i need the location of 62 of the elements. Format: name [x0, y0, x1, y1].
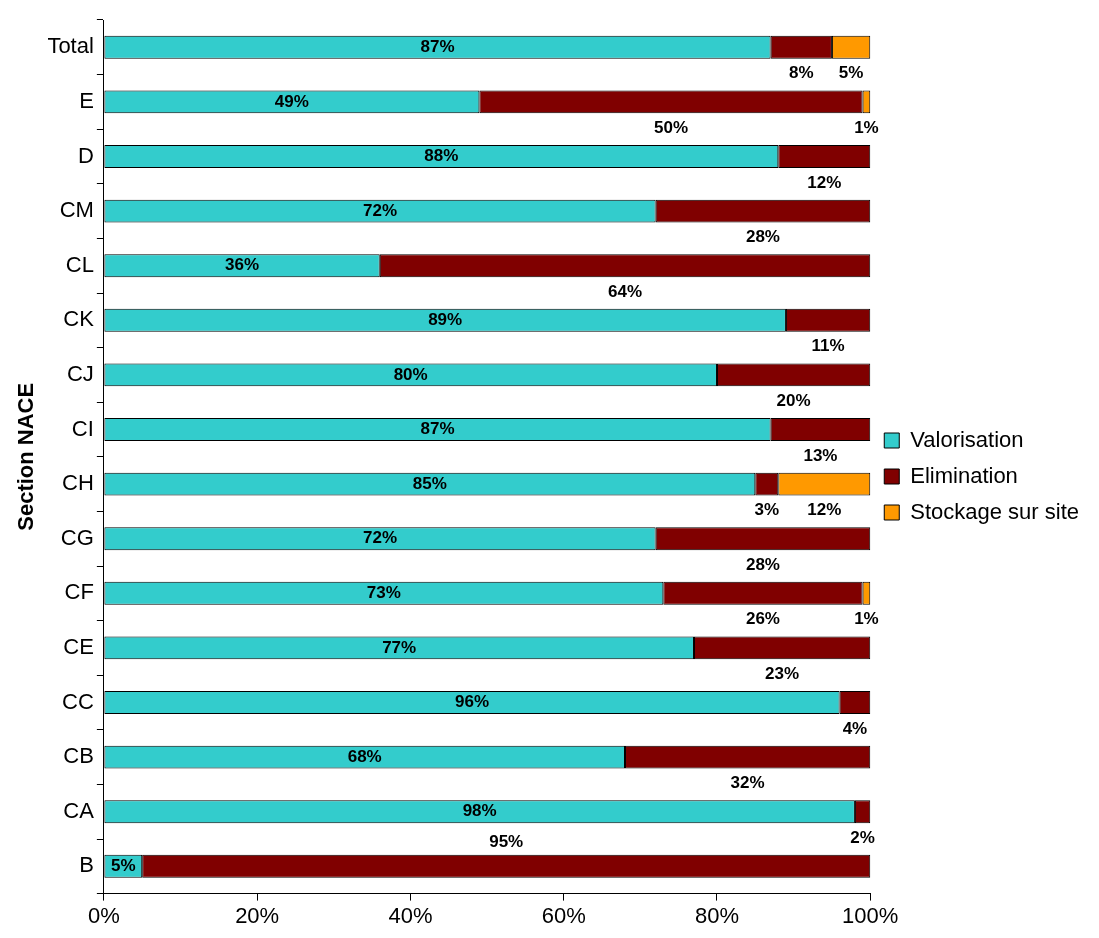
- data-label: 2%: [850, 827, 875, 847]
- data-label: 77%: [382, 637, 417, 657]
- y-tick-label: CC: [62, 688, 94, 714]
- data-label: 89%: [428, 309, 463, 329]
- y-tick-label: E: [79, 87, 94, 113]
- x-tick-label: 80%: [694, 902, 739, 928]
- data-label: 12%: [807, 172, 842, 192]
- x-tick-label: 100%: [842, 902, 899, 928]
- data-label: 5%: [110, 855, 136, 875]
- y-tick-label: CM: [59, 197, 94, 223]
- data-label: 1%: [854, 609, 879, 629]
- data-label: 50%: [653, 118, 689, 138]
- legend-label: Stockage sur site: [910, 498, 1079, 524]
- data-label: 5%: [838, 63, 864, 83]
- data-label: 87%: [420, 419, 455, 439]
- y-tick-label: CH: [62, 470, 94, 496]
- data-label: 72%: [363, 200, 398, 220]
- y-tick-label: CL: [65, 251, 94, 277]
- data-label: 73%: [366, 582, 401, 602]
- data-label: 28%: [745, 554, 780, 574]
- data-label: 20%: [776, 391, 811, 411]
- data-label: 32%: [730, 773, 765, 793]
- data-label: 23%: [765, 664, 800, 684]
- data-label: 28%: [745, 227, 780, 247]
- data-label: 12%: [807, 500, 842, 520]
- y-tick-label: D: [77, 142, 94, 168]
- data-label: 96%: [454, 692, 489, 712]
- y-tick-label: CJ: [66, 360, 94, 386]
- y-tick-label: CG: [60, 524, 94, 550]
- data-label: 72%: [363, 528, 398, 548]
- y-tick-label: CE: [63, 633, 94, 659]
- y-tick-label: CI: [71, 415, 94, 441]
- data-label: 88%: [424, 146, 459, 166]
- y-tick-label: B: [79, 852, 94, 878]
- x-tick-label: 0%: [87, 902, 120, 928]
- y-axis-title: Section NACE: [13, 382, 39, 531]
- y-tick-label: CB: [63, 743, 94, 769]
- data-label: 3%: [754, 500, 780, 520]
- legend-label: Elimination: [910, 462, 1018, 488]
- data-label: 1%: [854, 118, 879, 138]
- y-tick-label: CF: [64, 579, 94, 605]
- data-label: 4%: [842, 718, 868, 738]
- x-tick-label: 40%: [388, 902, 433, 928]
- y-tick-label: CK: [63, 306, 95, 332]
- x-tick-label: 60%: [541, 902, 586, 928]
- data-label: 80%: [393, 364, 428, 384]
- data-label: 98%: [462, 801, 497, 821]
- y-tick-label: Total: [47, 33, 94, 59]
- data-label: 68%: [347, 746, 382, 766]
- data-label: 64%: [607, 281, 643, 301]
- y-tick-label: CA: [63, 797, 95, 823]
- data-label: 85%: [412, 473, 447, 493]
- data-label: 95%: [489, 831, 524, 851]
- data-label: 8%: [788, 63, 814, 83]
- data-label: 49%: [274, 91, 309, 111]
- x-tick-label: 20%: [235, 902, 280, 928]
- data-label: 87%: [420, 36, 455, 56]
- data-label: 13%: [803, 445, 838, 465]
- legend-label: Valorisation: [910, 426, 1024, 452]
- data-label: 36%: [225, 255, 260, 275]
- data-label: 26%: [745, 609, 780, 629]
- data-label: 11%: [811, 336, 845, 356]
